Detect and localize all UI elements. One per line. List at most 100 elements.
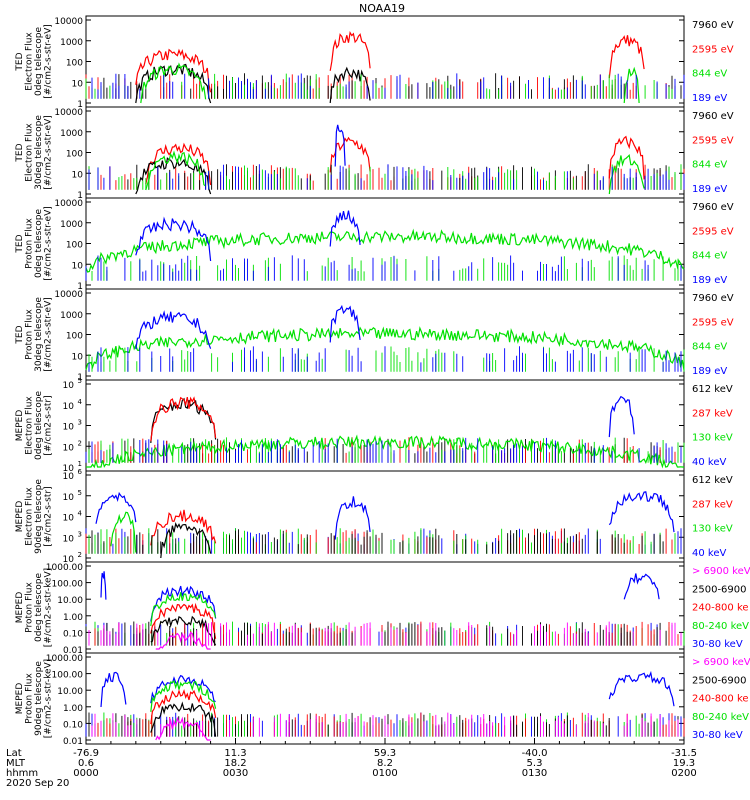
y-axis-label: MEPEDElectron Flux0deg telescope[#/cm2-s…: [15, 391, 54, 461]
legend-entry: 844 eV: [692, 160, 727, 171]
legend-entry: 2595 eV: [692, 317, 734, 328]
trace-background-black: [88, 437, 661, 463]
legend-entry: 844 eV: [692, 342, 727, 353]
y-axis-label: TEDProton Flux0deg telescope[#/cm2-s-str…: [15, 206, 54, 281]
xtick-label-hhmm: 0000: [73, 768, 98, 779]
y-axis-label-line: Electron Flux: [25, 32, 35, 91]
y-axis-label: MEPEDProton Flux0deg telescope[#/cm2-s-s…: [15, 568, 54, 647]
xtick-label-mlt: 0.6: [78, 758, 94, 769]
ytick-label: 10: [63, 443, 75, 453]
trace-background-blue: [91, 73, 685, 99]
legend-entry: 189 eV: [692, 93, 727, 104]
trace-event-red: [608, 35, 645, 79]
ytick-exponent: 2: [78, 439, 82, 447]
ytick-label: 10: [72, 352, 84, 362]
trace-event-magenta: [155, 716, 211, 741]
xtick-label-lat: -31.5: [671, 748, 697, 759]
ytick-label: 1: [77, 100, 83, 110]
y-axis-label-line: [#/cm2-s-str-eV]: [44, 24, 54, 99]
trace-event-green: [85, 326, 685, 371]
y-axis-label-line: TED: [15, 52, 25, 71]
legend-entry: 2595 eV: [692, 226, 734, 237]
ytick-label: 10: [63, 472, 75, 482]
ytick-label: 10: [63, 493, 75, 503]
y-axis-label-line: TED: [15, 234, 25, 253]
trace-event-blue: [150, 674, 216, 704]
y-axis-label-line: 30deg telescope: [34, 297, 44, 372]
y-axis-label-line: Proton Flux: [25, 218, 35, 269]
trace-event-red: [145, 142, 212, 186]
trace-event-blue: [623, 573, 660, 600]
ytick-label: 10: [63, 534, 75, 544]
y-axis-label-line: 90deg telescope: [34, 479, 44, 554]
trace-event-blue: [608, 670, 675, 707]
trace-event-black: [160, 521, 212, 559]
y-axis-label-line: 0deg telescope: [34, 209, 44, 279]
ytick-label: 10: [63, 464, 75, 474]
legend-entry: 2500-6900: [692, 584, 747, 595]
ytick-label: 1: [77, 191, 83, 201]
ytick-label: 1: [77, 373, 83, 383]
trace-background-blue: [85, 255, 682, 281]
panel-ted-p-0: 10000 1000 100 10 1 TEDProton Flux0deg telesc…: [15, 197, 734, 292]
ytick-label: 0.10: [63, 629, 83, 639]
y-axis-label-line: TED: [15, 143, 25, 162]
trace-background-green: [91, 255, 682, 281]
trace-event-red: [150, 509, 217, 546]
legend-entry: 189 eV: [692, 275, 727, 286]
trace-event-blue: [334, 124, 346, 167]
panel-ted-e-30: 10000 1000 100 10 1 TEDElectron Flux30deg tel…: [15, 106, 734, 201]
legend-entry: 30-80 keV: [692, 730, 743, 741]
ytick-label: 10: [63, 423, 75, 433]
x-row-label: MLT: [6, 758, 26, 769]
trace-background-blue: [85, 437, 682, 463]
legend-entry: 7960 eV: [692, 202, 734, 213]
xtick-label-mlt: 19.3: [673, 758, 695, 769]
y-axis-label-line: TED: [15, 325, 25, 344]
legend-entry: 40 keV: [692, 457, 726, 468]
legend-entry: 189 eV: [692, 184, 727, 195]
legend-entry: 40 keV: [692, 548, 726, 559]
y-axis-label-line: [#/cm2-s-str-eV]: [44, 297, 54, 372]
ytick-exponent: 6: [78, 468, 83, 476]
legend-entry: > 6900 keV: [692, 566, 750, 577]
ytick-label: 1000: [60, 220, 83, 230]
legend-entry: 130 keV: [692, 524, 733, 535]
trace-background-black: [88, 712, 679, 737]
ytick-exponent: 5: [78, 489, 82, 497]
trace-event-green: [623, 66, 640, 104]
ytick-label: 1.00: [63, 704, 83, 714]
ytick-label: 100: [66, 241, 83, 251]
ytick-label: 10000: [54, 199, 83, 209]
y-axis-label-line: Proton Flux: [25, 582, 35, 633]
ytick-label: 1000: [60, 129, 83, 139]
y-axis-label-line: [#/cm2-s-str-eV]: [44, 206, 54, 281]
legend-entry: 844 eV: [692, 69, 727, 80]
y-axis-label-line: MEPED: [15, 592, 25, 624]
trace-event-blue: [95, 491, 137, 524]
trace-event-green: [85, 228, 685, 273]
trace-event-green: [150, 592, 217, 626]
y-axis-label: TEDProton Flux30deg telescope[#/cm2-s-st…: [15, 297, 54, 372]
ytick-exponent: 2: [78, 551, 82, 559]
trace-background-blue: [88, 346, 682, 372]
trace-event-green: [86, 434, 684, 469]
ytick-exponent: 3: [78, 530, 82, 538]
legend-entry: > 6900 keV: [692, 657, 750, 668]
trace-background-magenta: [91, 712, 679, 737]
y-axis-label-line: 0deg telescope: [34, 27, 44, 97]
ytick-label: 100: [66, 332, 83, 342]
legend-entry: 189 eV: [692, 366, 727, 377]
date-label: 2020 Sep 20: [6, 778, 69, 789]
trace-background-red: [97, 712, 685, 737]
trace-event-red: [329, 30, 371, 71]
xtick-label-lat: -76.9: [73, 748, 99, 759]
legend-entry: 80-240 keV: [692, 621, 749, 632]
ytick-label: 1000: [60, 38, 83, 48]
trace-event-blue: [150, 585, 217, 622]
trace-event-green: [608, 154, 645, 195]
panel-meped-p-0: 1000.00 100.00 10.00 1.00 0.10 0.01 MEPEDProto…: [15, 561, 750, 656]
ytick-label: 1.00: [63, 613, 83, 623]
